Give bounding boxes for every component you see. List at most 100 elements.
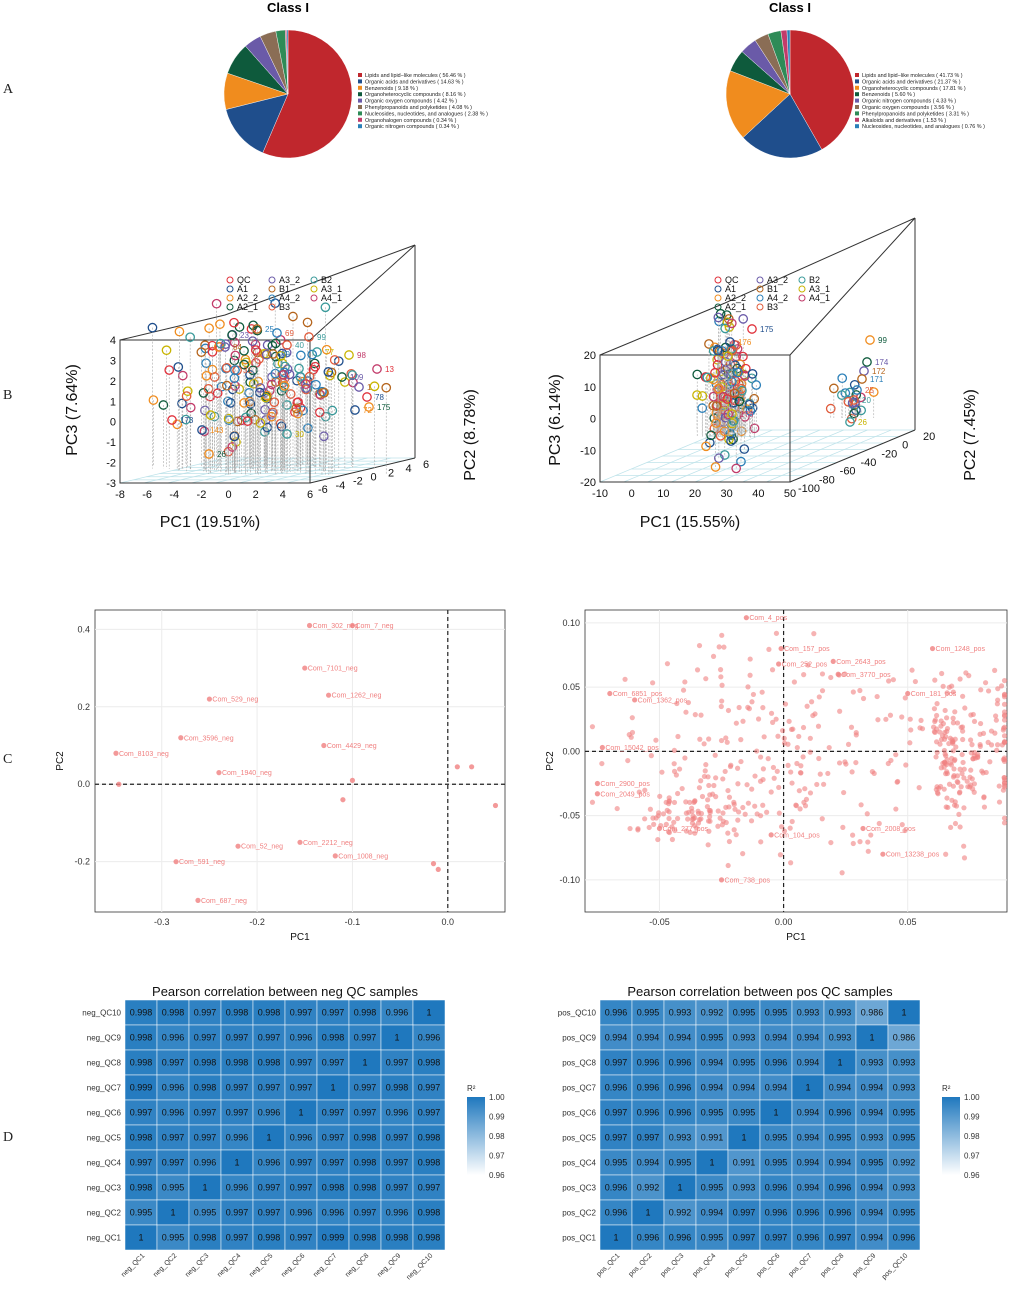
scatter-point xyxy=(830,658,836,665)
legend-marker xyxy=(714,285,722,293)
scatter-point xyxy=(722,768,728,775)
colorbar-title: R² xyxy=(467,1084,476,1093)
scatter-point xyxy=(733,720,739,726)
legend-marker xyxy=(310,294,318,302)
x-tick-label: 0 xyxy=(226,489,232,501)
heatmap-cell xyxy=(284,1049,318,1076)
legend-label: A3_2 xyxy=(279,275,300,285)
cell-value: 1 xyxy=(837,1058,842,1068)
legend-label: A2_1 xyxy=(237,302,258,312)
scatter-point xyxy=(934,749,940,756)
scatter-point xyxy=(985,688,992,694)
point-label: Com_2049_pos xyxy=(600,791,650,798)
scatter-point xyxy=(785,762,791,768)
point-label: 143 xyxy=(210,426,224,435)
scatter-point xyxy=(850,689,856,695)
heatmap-cell xyxy=(599,1024,633,1051)
scatter-point xyxy=(770,719,776,725)
cell-value: 0.997 xyxy=(386,1183,409,1193)
point-label: Com_7101_neg xyxy=(308,666,358,673)
legend-label: Organoheterocyclic compounds ( 17.81 % ) xyxy=(862,86,966,92)
cell-value: 0.992 xyxy=(701,1008,724,1018)
scatter-point xyxy=(857,839,863,845)
scatter-point xyxy=(960,693,966,699)
heatmap-cell xyxy=(124,1224,158,1251)
scatter-point xyxy=(951,766,957,772)
point-label: 40 xyxy=(295,341,304,350)
heatmap-cell xyxy=(855,1199,889,1226)
scatter-point xyxy=(1001,717,1008,723)
scatter-point xyxy=(960,736,966,743)
cell-value: 0.993 xyxy=(733,1033,756,1043)
scatter-point xyxy=(802,786,808,792)
heatmap-cell xyxy=(316,1124,350,1151)
scatter-point xyxy=(201,358,211,369)
heatmap-cell xyxy=(855,1074,889,1101)
scatter-point xyxy=(778,824,785,830)
scatter-point xyxy=(909,667,915,673)
scatter-point xyxy=(781,735,787,741)
scatter-point xyxy=(267,407,278,418)
cell-value: 0.998 xyxy=(194,1083,217,1093)
scatter-point xyxy=(710,653,717,659)
cell-value: 0.997 xyxy=(162,1158,185,1168)
scatter-point xyxy=(907,716,913,722)
scatter-point xyxy=(671,761,677,767)
scatter-point xyxy=(868,832,874,838)
legend-marker xyxy=(226,276,234,284)
cell-value: 0.996 xyxy=(829,1108,852,1118)
scatter-point xyxy=(173,859,179,865)
cell-value: 0.997 xyxy=(290,1233,313,1243)
legend-marker xyxy=(226,303,234,311)
scatter-point xyxy=(929,645,936,652)
heatmap-cell xyxy=(316,1199,350,1226)
scatter-point xyxy=(952,709,958,715)
labeled-point xyxy=(859,366,869,376)
scatter-point xyxy=(326,692,332,698)
scatter-point xyxy=(722,394,733,404)
scatter-point xyxy=(747,656,753,662)
scatter-point xyxy=(728,416,739,426)
scatter-point xyxy=(740,718,746,724)
scatter-point xyxy=(266,379,277,390)
scatter-point xyxy=(1001,815,1008,821)
legend-label: Organic oxygen compounds ( 4.42 % ) xyxy=(365,99,457,105)
floor-grid-line xyxy=(718,429,844,483)
cell-value: 0.997 xyxy=(258,1183,281,1193)
scatter-point xyxy=(798,763,804,769)
heatmap-cell xyxy=(188,1174,222,1201)
point-label: 174 xyxy=(875,358,889,367)
scatter-point xyxy=(849,769,855,775)
cell-value: 0.996 xyxy=(637,1058,660,1068)
scatter-point xyxy=(702,372,713,383)
scatter-point xyxy=(685,816,691,822)
legend-swatch xyxy=(358,98,362,103)
scatter-point xyxy=(1001,713,1008,719)
scatter-point xyxy=(713,775,719,781)
scatter-point xyxy=(998,683,1005,689)
scatter-point xyxy=(843,396,854,407)
row-label: neg_QC8 xyxy=(87,1059,122,1068)
labeled-point xyxy=(372,364,382,374)
z-tick-label: 20 xyxy=(923,431,935,443)
heatmap-cell xyxy=(695,1049,729,1076)
scatter-point xyxy=(902,827,908,834)
point-label: 176 xyxy=(738,338,752,347)
y-tick-label: 3 xyxy=(110,355,116,367)
y-tick-label: 20 xyxy=(584,350,596,362)
heatmap-cell xyxy=(823,1224,857,1251)
scatter-point xyxy=(815,723,822,729)
scatter-point xyxy=(893,806,899,812)
legend-swatch xyxy=(358,105,362,109)
scatter-point xyxy=(977,720,984,727)
x-axis-title: PC1 (19.51%) xyxy=(160,514,261,531)
colorbar-tick: 0.99 xyxy=(489,1113,505,1122)
scatter-point xyxy=(651,821,657,827)
scatter-point xyxy=(674,815,681,822)
cell-value: 0.996 xyxy=(226,1183,249,1193)
scatter-point xyxy=(853,759,859,766)
labeled-point xyxy=(725,337,735,347)
heatmap-cell xyxy=(823,1024,857,1051)
scatter-point xyxy=(819,671,826,677)
scatter-point xyxy=(743,615,749,621)
